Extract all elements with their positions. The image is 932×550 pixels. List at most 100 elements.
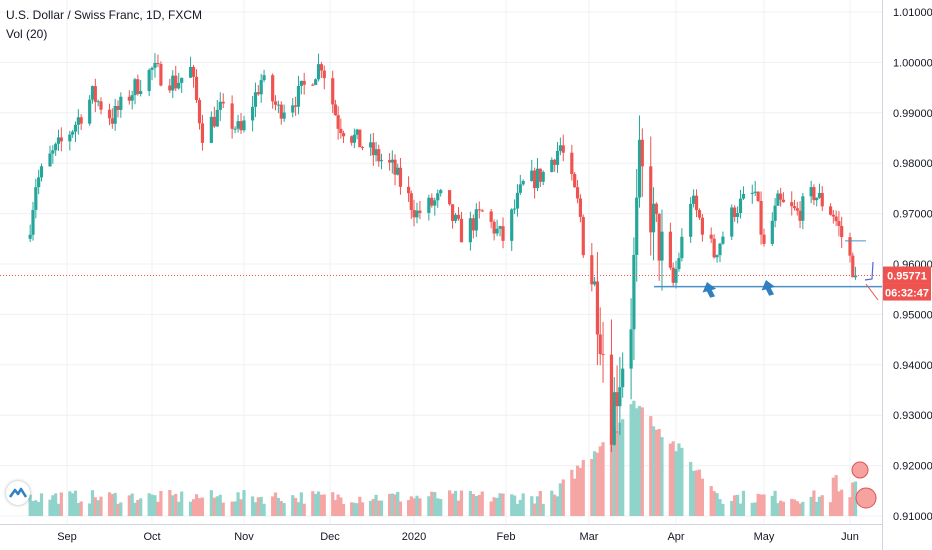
candle-body [93, 86, 97, 102]
volume-bar [671, 441, 675, 516]
volume-bar [812, 490, 816, 516]
volume-bar [779, 500, 783, 516]
volume-bar [93, 497, 97, 516]
volume-bar [302, 503, 306, 516]
volume-bar [492, 497, 496, 516]
volume-bar [239, 499, 243, 516]
event-flag-icon[interactable] [855, 487, 877, 509]
volume-bar [316, 491, 321, 516]
y-tick-label: 1.00000 [893, 57, 932, 69]
candle-body [776, 193, 780, 206]
volume-bar [477, 494, 481, 516]
projection-up-path [864, 261, 874, 281]
volume-bar [637, 405, 642, 516]
candle-body [581, 216, 585, 256]
candle-body [168, 85, 172, 91]
volume-bar [427, 496, 431, 516]
candle-body [433, 200, 437, 206]
candle-body [341, 133, 346, 137]
y-tick-label: 0.91000 [893, 511, 932, 523]
candle-body [474, 209, 478, 231]
candle-body [489, 211, 493, 222]
volume-bar [512, 495, 517, 516]
volume-bar [90, 490, 95, 516]
volume-bar [712, 491, 716, 516]
volume-bar [415, 495, 419, 516]
candle-body [621, 368, 625, 388]
volume-bar [781, 501, 786, 516]
volume-bar [692, 470, 696, 516]
volume-bar [510, 494, 514, 516]
candle-body [495, 228, 499, 234]
volume-bars [28, 400, 858, 516]
candle-body [510, 209, 514, 241]
candle-body [730, 207, 734, 237]
volume-bar [680, 447, 684, 516]
volume-bar [541, 503, 545, 516]
candle-body [550, 159, 554, 172]
candle-body [721, 236, 725, 244]
candle-body [398, 167, 403, 187]
arrow-up-icon[interactable] [700, 280, 718, 299]
candle-body [242, 120, 246, 131]
candle-body [779, 193, 783, 200]
volume-bar [96, 500, 100, 516]
candle-body [790, 202, 794, 207]
event-flag-icon[interactable] [851, 461, 869, 479]
candle-body [700, 217, 704, 235]
candle-body [649, 166, 653, 233]
y-tick-label: 0.99000 [893, 108, 932, 120]
candle-body [174, 75, 178, 89]
volume-bar [230, 501, 234, 516]
volume-bar [649, 416, 653, 516]
candle-body [753, 191, 757, 193]
symbol-title[interactable]: U.S. Dollar / Swiss Franc, 1D, FXCM [6, 8, 203, 22]
candle-body [96, 101, 100, 103]
arrow-up-icon[interactable] [759, 278, 777, 297]
volume-bar [79, 501, 83, 516]
volume-indicator-label[interactable]: Vol (20) [6, 27, 48, 41]
volume-bar [660, 437, 664, 516]
volume-bar [578, 467, 583, 516]
volume-bar [133, 502, 137, 516]
drawings[interactable] [0, 240, 882, 509]
volume-bar [369, 500, 373, 516]
volume-bar [581, 460, 585, 516]
candle-body [188, 66, 193, 78]
volume-bar [418, 498, 422, 516]
candle-body [302, 80, 306, 85]
volume-bar [515, 503, 520, 516]
volume-bar [629, 404, 633, 516]
candle-body [136, 79, 140, 95]
volume-bar [535, 496, 540, 516]
volume-bar [358, 496, 362, 516]
volume-bar [251, 496, 255, 516]
candle-body [51, 150, 55, 154]
tradingview-logo[interactable] [6, 481, 30, 505]
y-tick-label: 0.97000 [893, 209, 932, 221]
chart-legend: U.S. Dollar / Swiss Franc, 1D, FXCM Vol … [6, 6, 202, 44]
volume-bar [236, 492, 240, 516]
volume-bar [848, 497, 852, 516]
volume-bar [221, 502, 225, 516]
volume-bar [398, 501, 403, 516]
volume-bar [197, 498, 202, 516]
candle-body [689, 203, 693, 237]
volume-bar [215, 496, 219, 516]
volume-bar [259, 496, 263, 516]
candle-body [299, 80, 303, 86]
candle-body [795, 208, 799, 211]
candle-body [99, 101, 103, 110]
candle-body [632, 254, 636, 330]
volume-bar [396, 491, 400, 516]
candle-body [271, 75, 275, 102]
candle-body [573, 173, 577, 188]
volume-bar [759, 494, 763, 516]
volume-bar [76, 502, 80, 516]
candle-body [477, 209, 481, 211]
candle-body [54, 143, 58, 151]
candle-body [311, 84, 315, 86]
volume-bar [379, 500, 384, 516]
volume-bar [88, 503, 92, 516]
